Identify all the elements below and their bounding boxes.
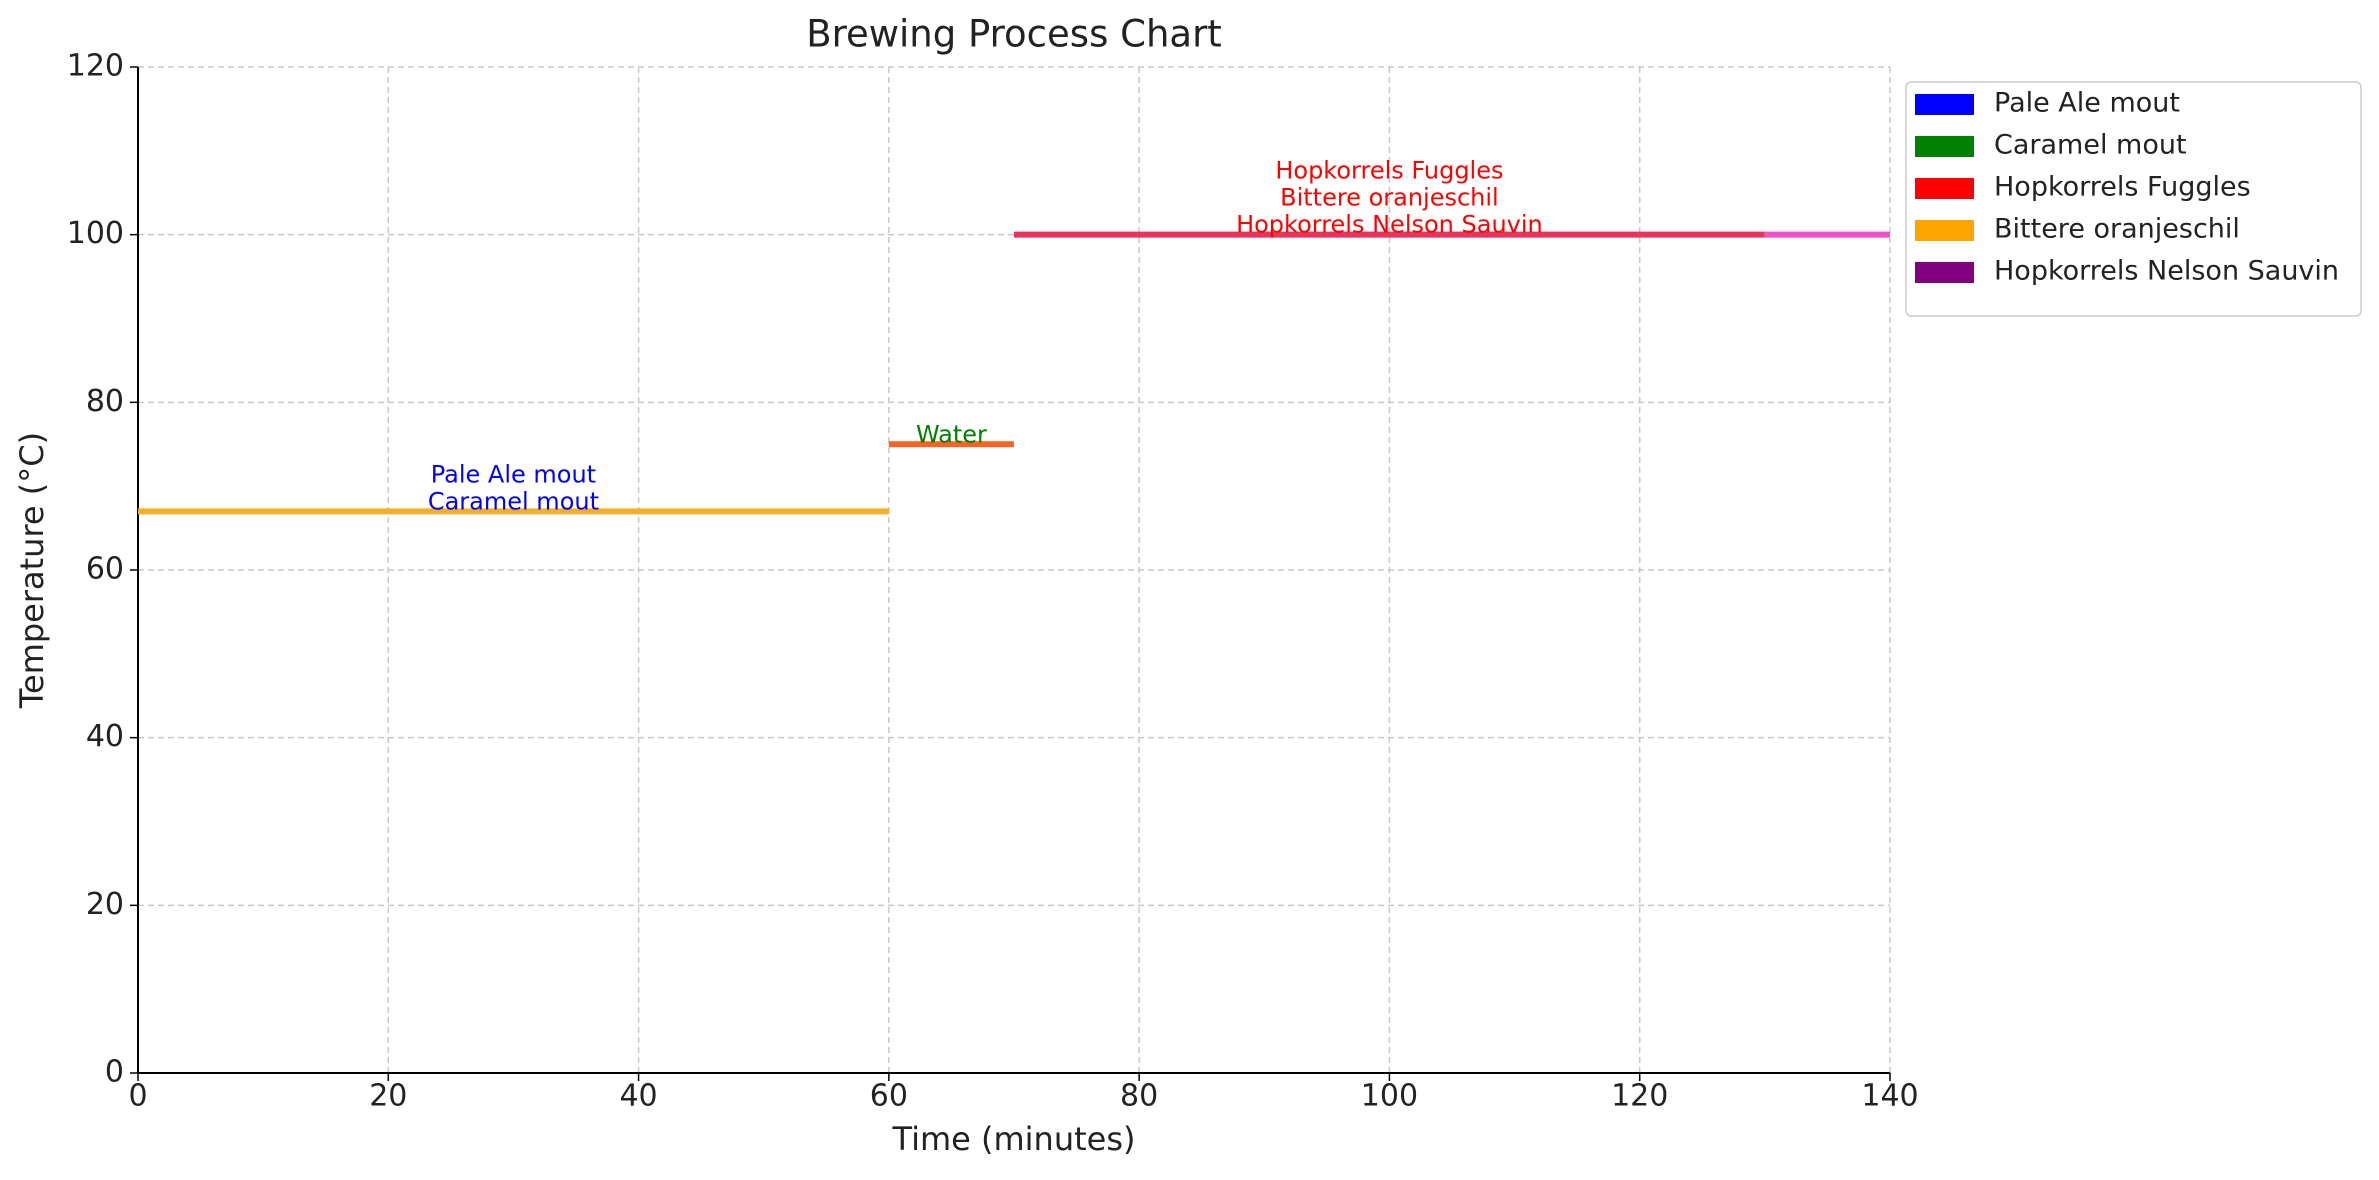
chart-title: Brewing Process Chart	[806, 13, 1222, 56]
y-tick-label: 60	[86, 552, 124, 587]
annotation: Pale Ale mout	[431, 460, 596, 488]
x-tick-label: 60	[870, 1079, 908, 1114]
annotation: Hopkorrels Fuggles	[1275, 157, 1503, 185]
x-tick-label: 0	[128, 1079, 147, 1114]
annotation: Bittere oranjeschil	[1280, 184, 1499, 212]
y-tick-label: 20	[86, 887, 124, 922]
y-tick-label: 120	[67, 49, 124, 84]
legend-patch	[1915, 262, 1974, 283]
legend-patch	[1915, 136, 1974, 157]
legend-patch	[1915, 178, 1974, 199]
legend-label: Bittere oranjeschil	[1994, 214, 2240, 245]
legend-patch	[1915, 94, 1974, 115]
x-tick-label: 100	[1361, 1079, 1418, 1114]
x-tick-label: 20	[369, 1079, 407, 1114]
annotation: Water	[916, 420, 987, 448]
y-tick-label: 0	[105, 1055, 124, 1090]
x-tick-label: 120	[1611, 1079, 1668, 1114]
x-axis-label: Time (minutes)	[892, 1120, 1136, 1158]
legend-label: Pale Ale mout	[1994, 88, 2180, 119]
y-axis-label: Temperature (°C)	[13, 432, 51, 709]
x-tick-label: 80	[1120, 1079, 1158, 1114]
y-tick-label: 40	[86, 719, 124, 754]
y-tick-label: 100	[67, 216, 124, 251]
y-tick-label: 80	[86, 384, 124, 419]
legend-label: Hopkorrels Nelson Sauvin	[1994, 256, 2339, 287]
legend-patch	[1915, 220, 1974, 241]
legend-box	[1905, 81, 2362, 317]
legend-label: Hopkorrels Fuggles	[1994, 172, 2251, 203]
legend-label: Caramel mout	[1994, 130, 2187, 161]
x-tick-label: 40	[619, 1079, 657, 1114]
annotation: Hopkorrels Nelson Sauvin	[1236, 211, 1543, 239]
x-tick-label: 140	[1861, 1079, 1918, 1114]
annotation: Caramel mout	[428, 487, 599, 515]
